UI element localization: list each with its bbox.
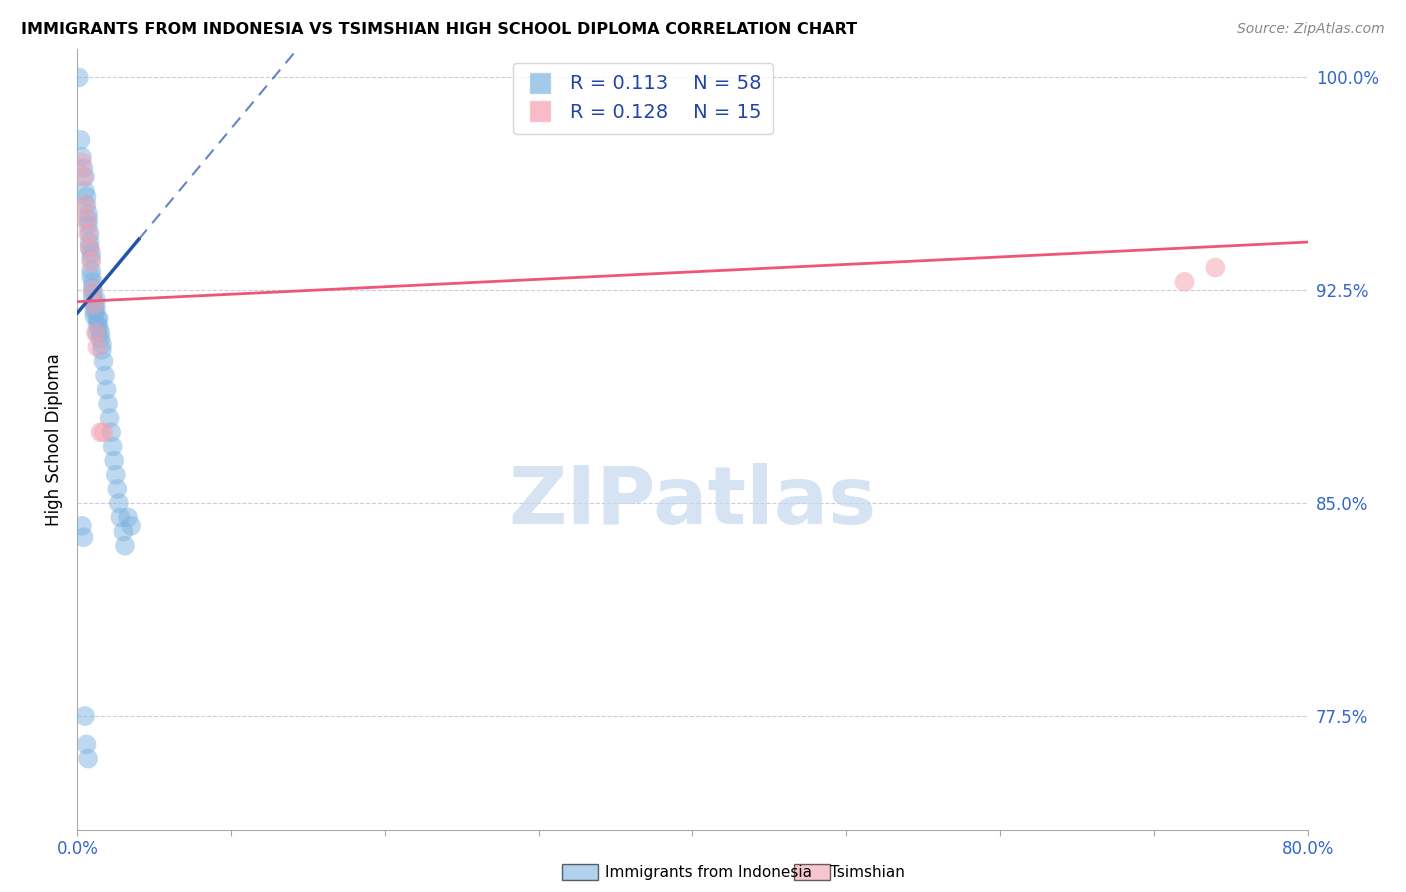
Text: IMMIGRANTS FROM INDONESIA VS TSIMSHIAN HIGH SCHOOL DIPLOMA CORRELATION CHART: IMMIGRANTS FROM INDONESIA VS TSIMSHIAN H… xyxy=(21,22,858,37)
Point xyxy=(114,539,136,553)
Point xyxy=(83,303,105,318)
Point xyxy=(73,198,96,212)
Point xyxy=(82,275,104,289)
Point xyxy=(93,425,115,440)
Point xyxy=(93,354,115,368)
Point xyxy=(82,283,104,297)
Point xyxy=(77,218,100,232)
Point xyxy=(110,510,132,524)
Point xyxy=(1204,260,1226,275)
Point xyxy=(70,519,93,533)
Point xyxy=(98,411,121,425)
Text: Tsimshian: Tsimshian xyxy=(830,865,904,880)
Legend: R = 0.113    N = 58, R = 0.128    N = 15: R = 0.113 N = 58, R = 0.128 N = 15 xyxy=(513,62,773,134)
Point xyxy=(80,252,103,266)
Point xyxy=(80,263,103,277)
Point xyxy=(103,453,125,467)
Point xyxy=(96,383,118,397)
Point xyxy=(86,340,108,354)
Point xyxy=(87,320,110,334)
Point xyxy=(105,482,128,496)
Point xyxy=(79,241,101,255)
Point xyxy=(90,343,114,357)
Text: Source: ZipAtlas.com: Source: ZipAtlas.com xyxy=(1237,22,1385,37)
Point xyxy=(100,425,122,440)
Point xyxy=(117,510,139,524)
Point xyxy=(82,286,104,301)
Text: ZIPatlas: ZIPatlas xyxy=(509,463,876,541)
Point xyxy=(76,212,98,227)
Point xyxy=(84,303,107,318)
Point xyxy=(84,292,107,306)
Point xyxy=(1174,275,1197,289)
Point xyxy=(70,150,93,164)
Point xyxy=(82,280,104,294)
Point xyxy=(97,397,120,411)
Point xyxy=(83,297,105,311)
Y-axis label: High School Diploma: High School Diploma xyxy=(45,353,63,525)
Point xyxy=(83,297,105,311)
Point xyxy=(73,709,96,723)
Point xyxy=(79,241,101,255)
Point xyxy=(90,337,114,351)
Point xyxy=(108,496,131,510)
Point xyxy=(80,269,103,284)
Point xyxy=(67,70,90,85)
Point xyxy=(77,227,100,241)
Point xyxy=(86,326,108,340)
Point xyxy=(76,189,98,203)
Point xyxy=(70,155,93,169)
Point xyxy=(76,198,98,212)
Point xyxy=(82,292,104,306)
Point xyxy=(89,326,111,340)
Point xyxy=(84,297,107,311)
Point xyxy=(84,326,107,340)
Point xyxy=(80,246,103,260)
Text: Immigrants from Indonesia: Immigrants from Indonesia xyxy=(605,865,811,880)
Point xyxy=(77,212,100,227)
Point xyxy=(83,309,105,323)
Point xyxy=(77,751,100,765)
Point xyxy=(80,255,103,269)
Point xyxy=(77,207,100,221)
Point xyxy=(73,184,96,198)
Point xyxy=(89,425,111,440)
Point xyxy=(79,235,101,249)
Point xyxy=(89,332,111,346)
Point xyxy=(120,519,142,533)
Point xyxy=(72,169,94,184)
Point xyxy=(69,133,91,147)
Point xyxy=(86,318,108,332)
Point xyxy=(73,169,96,184)
Point xyxy=(76,738,98,752)
Point xyxy=(72,530,94,544)
Point xyxy=(101,439,124,453)
Point xyxy=(112,524,135,539)
Point xyxy=(104,467,127,482)
Point xyxy=(87,311,110,326)
Point xyxy=(94,368,117,383)
Point xyxy=(79,227,101,241)
Point xyxy=(72,161,94,176)
Point xyxy=(86,311,108,326)
